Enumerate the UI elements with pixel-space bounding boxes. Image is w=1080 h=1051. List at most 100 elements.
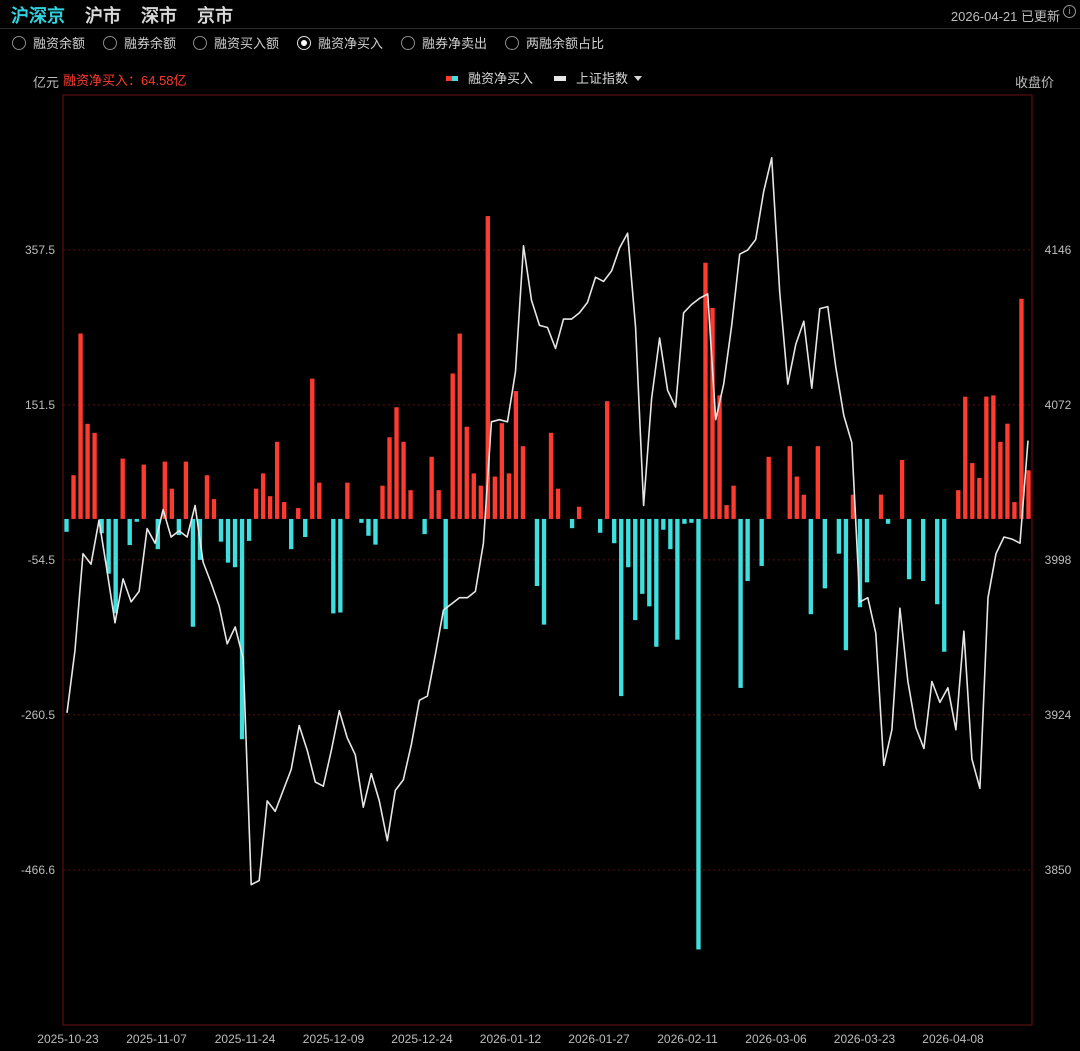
bar bbox=[696, 518, 701, 950]
radio-label: 两融余额占比 bbox=[526, 36, 605, 51]
bar bbox=[682, 518, 687, 524]
bar bbox=[956, 490, 961, 519]
bar bbox=[836, 518, 842, 554]
bar bbox=[260, 473, 266, 519]
radio-circle-icon bbox=[193, 36, 207, 50]
bar bbox=[899, 459, 905, 519]
radio-label: 融资净买入 bbox=[318, 36, 384, 51]
bar bbox=[963, 396, 968, 519]
bar bbox=[303, 518, 308, 538]
bar bbox=[745, 518, 750, 581]
bar bbox=[506, 473, 512, 519]
legend-index[interactable]: 上证指数 bbox=[554, 68, 643, 87]
bar bbox=[850, 494, 856, 519]
bar bbox=[759, 518, 764, 566]
bar bbox=[499, 423, 505, 519]
bar bbox=[282, 502, 287, 519]
bar bbox=[703, 262, 708, 519]
right-axis-unit: 收盘价 bbox=[1014, 75, 1054, 90]
left-tick-label: -54.5 bbox=[28, 553, 56, 567]
radio-financing-balance[interactable]: 融资余额 bbox=[12, 33, 85, 52]
bar bbox=[513, 391, 519, 519]
bar bbox=[970, 463, 975, 519]
tab-jingshi[interactable]: 京市 bbox=[197, 6, 233, 26]
bar bbox=[246, 518, 252, 541]
bar bbox=[239, 518, 245, 740]
tab-shenshi[interactable]: 深市 bbox=[141, 6, 177, 26]
left-tick-label: -466.6 bbox=[21, 863, 55, 877]
bar bbox=[485, 216, 490, 519]
bar bbox=[843, 518, 849, 651]
bar bbox=[443, 518, 448, 630]
legend-net-buy[interactable]: 融资净买入 bbox=[446, 68, 533, 87]
radio-label: 融资余额 bbox=[33, 36, 86, 51]
bar bbox=[225, 518, 231, 563]
bar bbox=[857, 518, 863, 608]
bar bbox=[808, 518, 813, 615]
chevron-down-icon[interactable] bbox=[634, 76, 643, 81]
bar bbox=[977, 477, 982, 519]
bar bbox=[99, 518, 104, 534]
radio-label: 融券净卖出 bbox=[422, 36, 488, 51]
bar bbox=[71, 475, 76, 519]
bar bbox=[1026, 470, 1031, 519]
bar bbox=[331, 518, 336, 614]
bar bbox=[106, 518, 111, 574]
market-tab-bar: 沪深京 沪市 深市 京市 2026-04-21 已更新 i bbox=[0, 0, 1080, 29]
bar bbox=[408, 490, 413, 519]
bar bbox=[569, 518, 575, 529]
radio-circle-icon bbox=[401, 36, 415, 50]
bar bbox=[787, 446, 792, 519]
bar bbox=[654, 518, 659, 647]
radio-securities-lending-balance[interactable]: 融券余额 bbox=[103, 33, 176, 52]
bar bbox=[296, 508, 301, 519]
bar bbox=[359, 518, 364, 523]
tab-hushi[interactable]: 沪市 bbox=[85, 6, 121, 26]
bar bbox=[1012, 502, 1017, 519]
radio-financing-net-buy[interactable]: 融资净买入 bbox=[297, 33, 383, 52]
update-timestamp: 2026-04-21 已更新 bbox=[950, 9, 1060, 24]
left-tick-label: 357.5 bbox=[25, 243, 55, 257]
radio-financing-buy-amount[interactable]: 融资买入额 bbox=[193, 33, 279, 52]
bar bbox=[675, 518, 680, 640]
bar bbox=[885, 518, 891, 524]
bar bbox=[380, 485, 385, 519]
bar bbox=[253, 488, 259, 519]
info-icon[interactable]: i bbox=[1063, 5, 1076, 18]
bar bbox=[345, 482, 350, 519]
bar bbox=[394, 407, 399, 519]
bar bbox=[274, 441, 280, 519]
bar bbox=[120, 458, 125, 519]
radio-circle-icon bbox=[505, 36, 519, 50]
bar bbox=[612, 518, 617, 544]
left-axis-unit: 亿元 bbox=[33, 75, 60, 90]
bar bbox=[422, 518, 427, 535]
bar bbox=[626, 518, 631, 568]
tab-hushenjing[interactable]: 沪深京 bbox=[11, 6, 65, 26]
right-tick-label: 4072 bbox=[1045, 398, 1072, 412]
bar bbox=[450, 373, 455, 519]
radio-label: 融资买入额 bbox=[214, 36, 280, 51]
bar bbox=[464, 426, 469, 519]
bar bbox=[724, 505, 729, 519]
bar bbox=[162, 461, 167, 519]
bar bbox=[92, 432, 97, 519]
bar bbox=[668, 518, 673, 550]
bar bbox=[317, 482, 322, 519]
bar bbox=[183, 461, 189, 519]
radio-margin-balance-ratio[interactable]: 两融余额占比 bbox=[505, 33, 604, 52]
bar bbox=[64, 518, 69, 532]
legend-label: 上证指数 bbox=[576, 71, 629, 86]
index-line bbox=[66, 157, 1029, 886]
bar bbox=[935, 518, 940, 605]
bar bbox=[731, 485, 736, 519]
bar bbox=[338, 518, 343, 613]
x-tick-label: 2026-02-11 bbox=[657, 1032, 718, 1046]
bar bbox=[555, 488, 561, 519]
bar bbox=[541, 518, 547, 625]
radio-label: 融券余额 bbox=[124, 36, 177, 51]
bar bbox=[548, 432, 554, 519]
radio-securities-net-sell[interactable]: 融券净卖出 bbox=[401, 33, 487, 52]
radio-circle-icon bbox=[297, 36, 311, 50]
bar bbox=[717, 395, 722, 519]
